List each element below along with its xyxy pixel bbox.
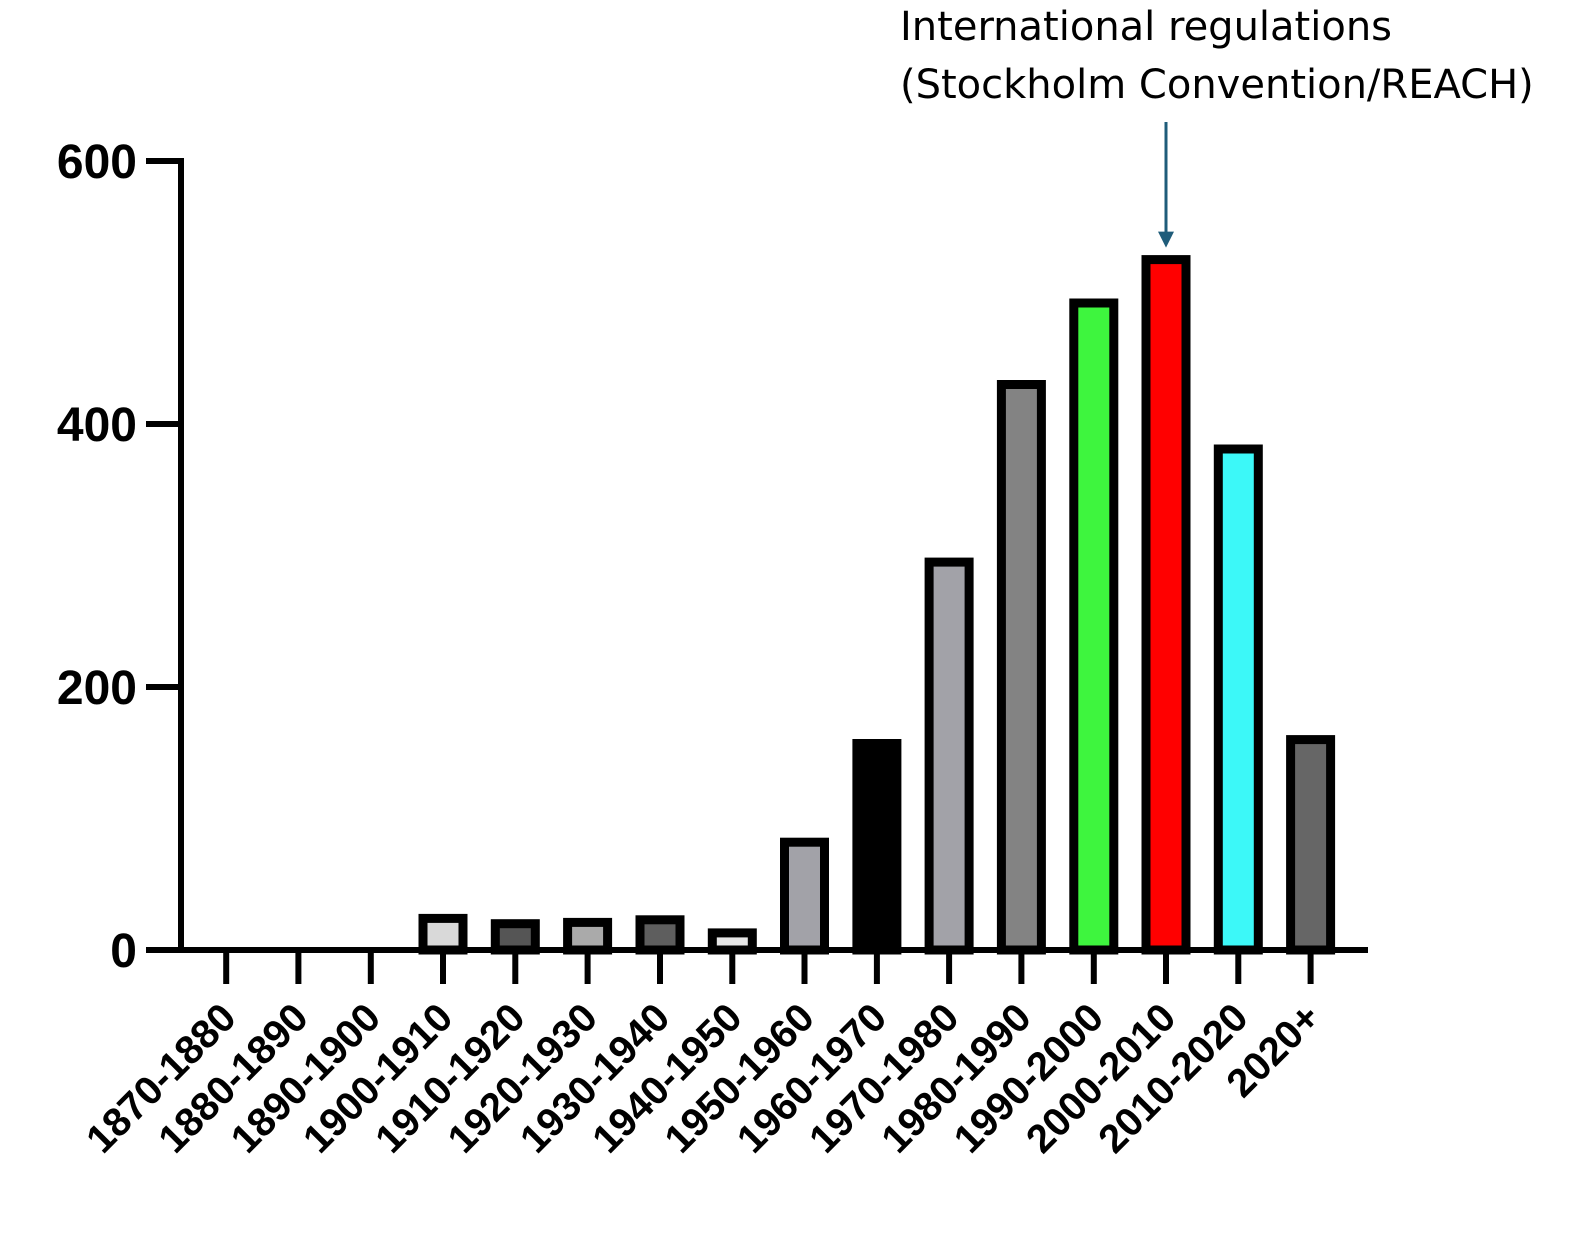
y-ticks: 0 200 400 600 (57, 136, 181, 978)
bar (1069, 298, 1119, 955)
bar (1286, 735, 1336, 955)
bar-group (418, 255, 1336, 955)
y-tick-label: 600 (57, 136, 137, 189)
bar (490, 919, 540, 955)
y-tick-label: 0 (110, 925, 137, 978)
annotation-line-2: (Stockholm Convention/REACH) (900, 62, 1534, 108)
bar (1213, 444, 1263, 955)
x-ticks: 1870-18801880-18901890-19001900-19101910… (78, 950, 1329, 1162)
annotation: International regulations (Stockholm Con… (900, 4, 1534, 248)
bar (563, 917, 613, 955)
y-tick-label: 200 (57, 662, 137, 715)
y-tick-label: 400 (57, 399, 137, 452)
bar (418, 913, 468, 955)
annotation-arrow-head (1158, 231, 1174, 248)
bar (780, 837, 829, 955)
bar (852, 739, 902, 955)
annotation-line-1: International regulations (900, 4, 1392, 50)
bar (635, 915, 685, 955)
bar (996, 380, 1046, 955)
bar (1141, 255, 1191, 955)
bar (924, 557, 974, 955)
